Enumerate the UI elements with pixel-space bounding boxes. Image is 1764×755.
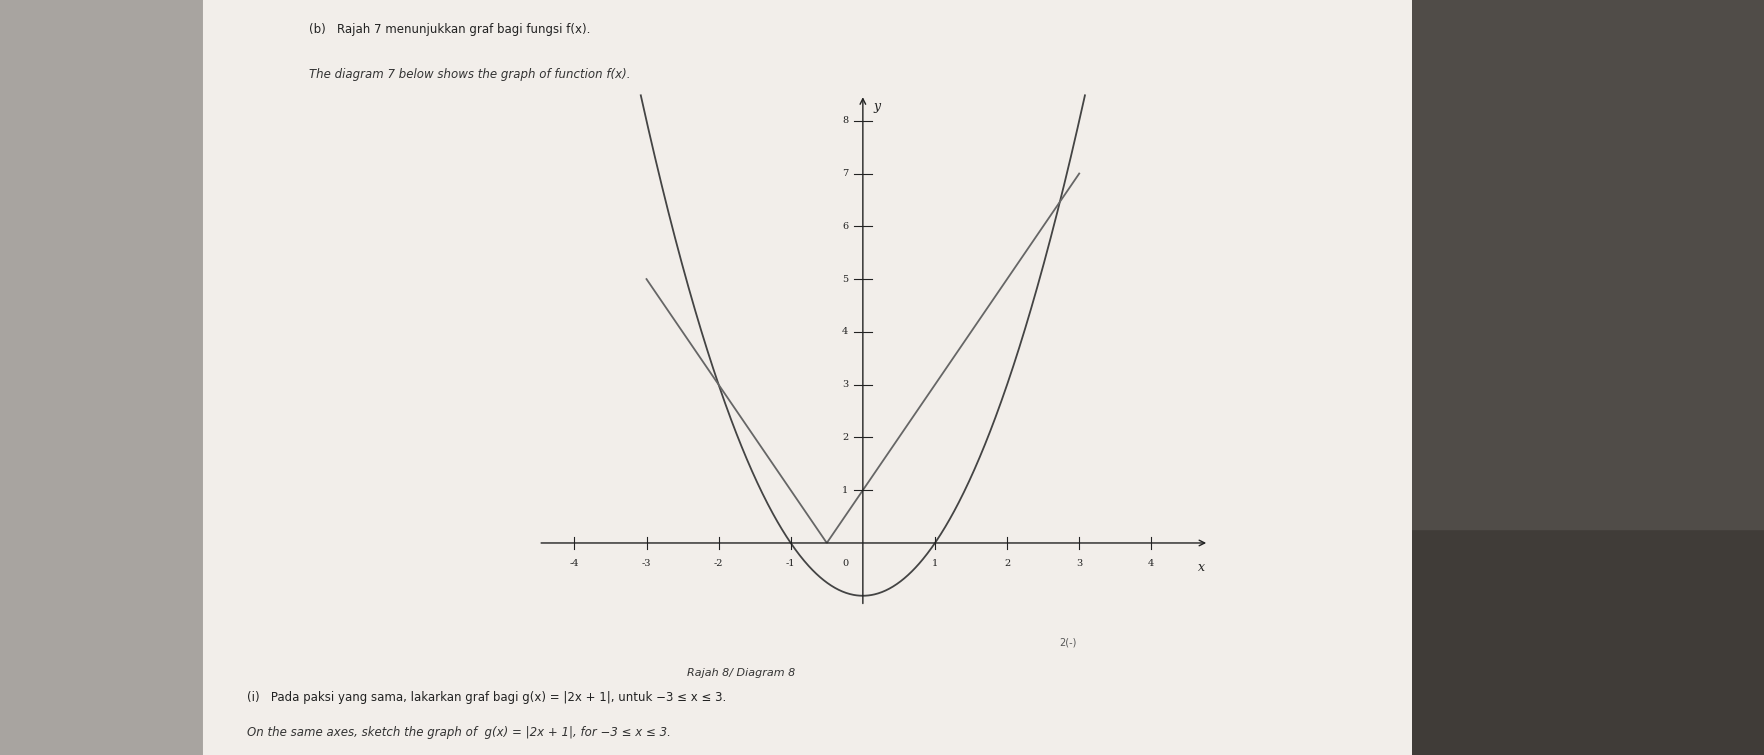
Text: (b)   Rajah 7 menunjukkan graf bagi fungsi f(x).: (b) Rajah 7 menunjukkan graf bagi fungsi… xyxy=(309,23,589,35)
Text: 4: 4 xyxy=(841,328,848,337)
Text: 1: 1 xyxy=(841,485,848,495)
Text: 4: 4 xyxy=(1148,559,1154,568)
Text: On the same axes, sketch the graph of  g(x) = |2x + 1|, for −3 ≤ x ≤ 3.: On the same axes, sketch the graph of g(… xyxy=(247,726,670,739)
Text: y: y xyxy=(873,100,880,112)
Text: 2: 2 xyxy=(1004,559,1009,568)
Text: The diagram 7 below shows the graph of function f(x).: The diagram 7 below shows the graph of f… xyxy=(309,68,630,81)
Text: 3: 3 xyxy=(1076,559,1081,568)
Text: 3: 3 xyxy=(841,381,848,389)
Text: 2: 2 xyxy=(841,433,848,442)
Text: -2: -2 xyxy=(713,559,723,568)
Text: x: x xyxy=(1198,562,1205,575)
Text: (i)   Pada paksi yang sama, lakarkan graf bagi g(x) = |2x + 1|, untuk −3 ≤ x ≤ 3: (i) Pada paksi yang sama, lakarkan graf … xyxy=(247,691,727,704)
Text: 0: 0 xyxy=(841,559,848,568)
Text: 5: 5 xyxy=(841,275,848,284)
Text: 8: 8 xyxy=(841,116,848,125)
Text: -3: -3 xyxy=(642,559,651,568)
Text: -4: -4 xyxy=(570,559,579,568)
Text: 7: 7 xyxy=(841,169,848,178)
Text: Rajah 8/ Diagram 8: Rajah 8/ Diagram 8 xyxy=(686,668,796,678)
Text: -1: -1 xyxy=(785,559,796,568)
Text: 6: 6 xyxy=(841,222,848,231)
Text: 1: 1 xyxy=(931,559,938,568)
Text: 2(-): 2(-) xyxy=(1058,638,1076,648)
